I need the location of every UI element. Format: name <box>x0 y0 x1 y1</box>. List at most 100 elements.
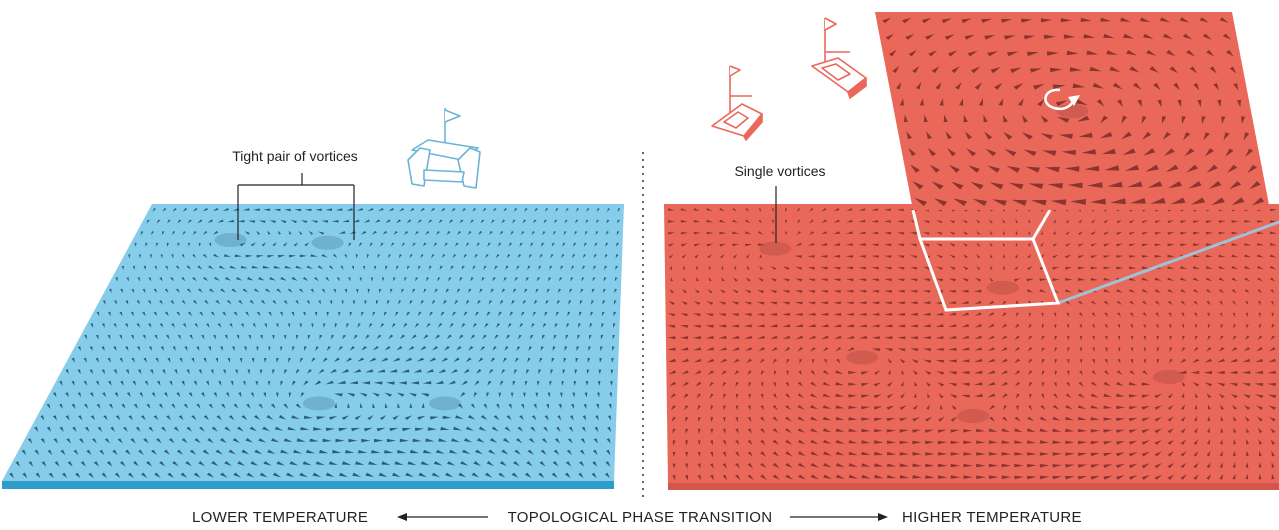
spin-arrow <box>27 438 33 444</box>
spin-arrow <box>107 357 111 363</box>
spin-arrow <box>197 265 203 270</box>
spin-arrow <box>487 380 492 386</box>
spin-arrow <box>1242 383 1251 387</box>
spin-arrow <box>314 380 322 386</box>
spin-arrow <box>1028 405 1032 411</box>
spin-arrow <box>1104 312 1109 317</box>
spin-arrow <box>237 461 246 466</box>
spin-arrow <box>771 208 774 213</box>
spin-arrow <box>987 165 1000 173</box>
spin-arrow <box>1190 197 1206 205</box>
spin-arrow <box>1117 358 1121 364</box>
zoom-inset <box>875 12 1270 210</box>
spin-arrow <box>1014 358 1021 364</box>
spin-arrow <box>935 336 944 339</box>
spin-arrow <box>1054 370 1058 376</box>
spin-arrow <box>233 472 241 478</box>
spin-arrow <box>1028 219 1031 223</box>
spin-arrow <box>95 357 99 363</box>
spin-arrow <box>321 220 329 223</box>
spin-arrow <box>1205 220 1213 224</box>
spin-arrow <box>1103 219 1109 224</box>
spin-arrow <box>299 472 308 478</box>
spin-arrow <box>1166 49 1176 57</box>
spin-arrow <box>284 369 288 375</box>
spin-arrow <box>568 426 574 432</box>
spin-arrow <box>1179 17 1190 23</box>
spin-arrow <box>671 416 676 422</box>
spin-arrow <box>524 208 528 212</box>
spin-arrow <box>295 369 300 375</box>
spin-arrow <box>1041 335 1045 341</box>
spin-arrow <box>119 311 123 317</box>
spin-arrow <box>300 392 305 398</box>
spin-arrow <box>1218 254 1226 258</box>
spin-arrow <box>315 461 325 466</box>
spin-arrow <box>47 449 53 456</box>
spin-arrow <box>249 300 255 305</box>
spin-arrow <box>482 208 487 212</box>
spin-arrow <box>1107 181 1123 188</box>
spin-arrow <box>1244 254 1252 258</box>
spin-arrow <box>1077 405 1087 409</box>
spin-arrow <box>1040 133 1053 140</box>
spin-arrow <box>900 393 905 399</box>
spin-arrow <box>833 312 842 316</box>
spin-arrow <box>1232 450 1236 456</box>
spin-arrow <box>1067 347 1070 353</box>
spin-arrow <box>1117 99 1123 108</box>
spin-arrow <box>972 198 988 206</box>
spin-arrow <box>897 220 904 223</box>
spin-arrow <box>584 392 588 398</box>
spin-arrow <box>293 242 299 247</box>
spin-arrow <box>795 324 804 328</box>
spin-arrow <box>542 231 546 236</box>
spin-arrow <box>744 231 752 235</box>
spin-arrow <box>1116 231 1123 235</box>
spin-arrow <box>529 334 534 340</box>
spin-arrow <box>319 334 323 340</box>
spin-arrow <box>950 463 961 468</box>
spin-arrow <box>718 313 727 317</box>
spin-arrow <box>1066 50 1079 56</box>
spin-arrow <box>899 475 910 479</box>
spin-arrow <box>1039 289 1047 293</box>
spin-arrow <box>303 380 309 386</box>
spin-arrow <box>820 301 829 305</box>
spin-arrow <box>922 278 931 282</box>
spin-arrow <box>184 346 188 351</box>
spin-arrow <box>211 426 218 432</box>
spin-arrow <box>341 415 350 420</box>
spin-arrow <box>935 312 944 316</box>
spin-arrow <box>899 405 907 410</box>
spin-arrow <box>1231 231 1239 235</box>
spin-arrow <box>706 219 714 223</box>
spin-arrow <box>475 449 483 455</box>
spin-arrow <box>161 426 167 432</box>
spin-arrow <box>311 220 318 223</box>
arrow-right-icon <box>790 513 888 521</box>
zoom-guide-line <box>1057 220 1279 305</box>
spin-arrow <box>821 219 827 224</box>
spin-arrow <box>696 393 702 399</box>
spin-arrow <box>567 438 573 444</box>
spin-arrow <box>446 231 451 235</box>
spin-arrow <box>1143 347 1147 353</box>
spin-arrow <box>1091 219 1096 224</box>
spin-arrow <box>1217 358 1225 363</box>
spin-arrow <box>1249 181 1261 190</box>
spin-arrow <box>1244 277 1251 282</box>
spin-arrow <box>300 427 310 431</box>
spin-arrow <box>912 475 923 479</box>
spin-arrow <box>694 370 702 375</box>
spin-arrow <box>292 346 295 352</box>
spin-arrow <box>121 403 126 409</box>
spin-arrow <box>610 381 613 386</box>
spin-arrow <box>107 334 111 340</box>
spin-arrow <box>422 242 427 247</box>
spin-arrow <box>396 219 402 224</box>
spin-arrow <box>1193 254 1201 258</box>
spin-arrow <box>933 198 948 207</box>
spin-arrow <box>846 278 854 282</box>
spin-arrow <box>220 346 223 351</box>
